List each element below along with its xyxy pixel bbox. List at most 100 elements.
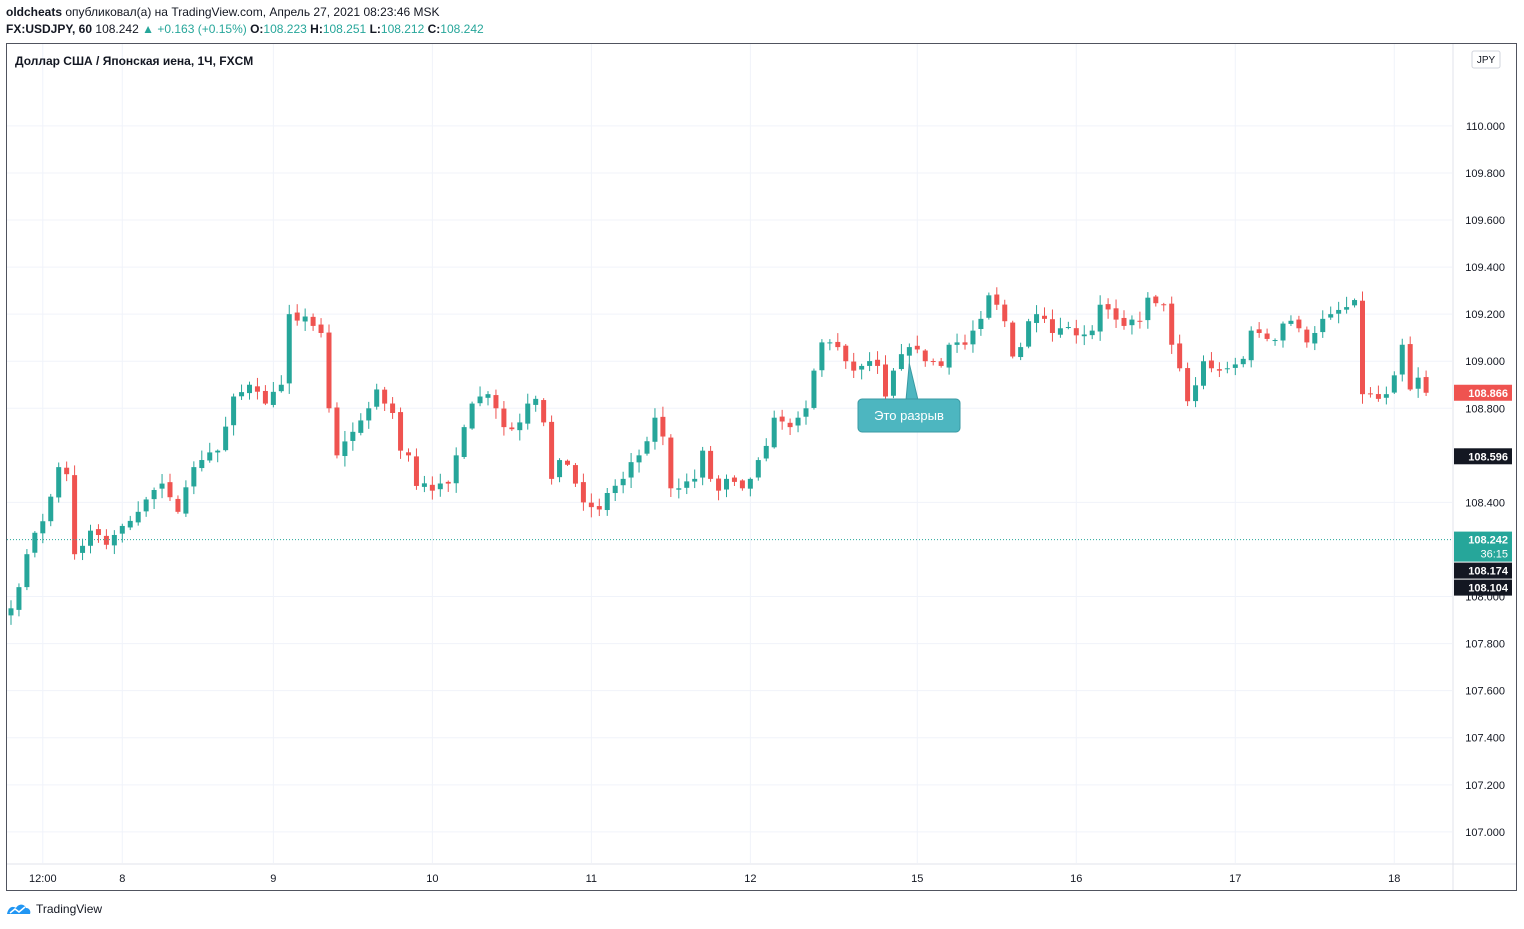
candle-body (326, 332, 332, 409)
candle-body (334, 407, 340, 456)
candle-body (286, 314, 292, 384)
candle-body (1232, 364, 1238, 368)
y-tick-label: 107.400 (1465, 733, 1505, 745)
candle-body (199, 460, 205, 469)
candle-body (1264, 333, 1270, 339)
candle-body (1367, 393, 1373, 395)
candle-body (501, 408, 507, 428)
candle-body (1383, 394, 1389, 398)
price-label-bg (1454, 531, 1512, 562)
candle-body (1399, 344, 1405, 375)
candle-body (1193, 385, 1199, 402)
candle-body (294, 312, 300, 321)
candle-body (1034, 314, 1040, 323)
footer-brand[interactable]: TradingView (36, 902, 103, 916)
price-label: 108.596 (1454, 448, 1512, 465)
price-label-bg (1454, 579, 1512, 596)
low-label: L: (369, 22, 381, 36)
candle-body (1320, 318, 1326, 333)
annotation-callout[interactable]: Это разрыв (857, 363, 961, 433)
candle-body (1256, 329, 1262, 333)
y-tick-label: 107.000 (1465, 827, 1505, 839)
candle-body (557, 460, 563, 478)
candles (8, 287, 1429, 625)
candle-body (1081, 334, 1087, 337)
candle-body (24, 554, 30, 588)
time-axis[interactable]: 12:00 8 9 10 11 12 15 16 17 18 (29, 873, 1400, 885)
price-axis[interactable]: 110.000 109.800 109.600 109.400 109.200 109.0… (1465, 121, 1505, 839)
candle-body (88, 530, 93, 546)
candle-body (922, 350, 928, 362)
chart-title: Доллар США / Японская иена, 1Ч, FXCM (15, 54, 253, 68)
candle-body (572, 465, 578, 484)
candle-body (946, 344, 952, 368)
candle-body (1201, 361, 1206, 386)
candle-body (509, 427, 515, 430)
candle-body (1224, 368, 1230, 370)
candle-body (413, 456, 419, 486)
price-label-text: 108.866 (1468, 388, 1508, 400)
currency-badge[interactable]: JPY (1471, 50, 1501, 69)
candle-body (533, 398, 539, 405)
candle-body (994, 294, 1000, 305)
candle-body (374, 389, 380, 407)
candle-body (1280, 323, 1286, 341)
candle-body (660, 416, 666, 437)
candle-body (1328, 314, 1334, 318)
publish-info: oldcheats опубликовал(а) на TradingView.… (6, 5, 440, 19)
candle-body (525, 403, 531, 424)
candle-body (1391, 375, 1397, 393)
candle-body (1375, 394, 1381, 399)
candle-body (771, 417, 777, 448)
candle-body (48, 496, 54, 522)
candle-body (612, 485, 618, 494)
candle-body (358, 420, 364, 433)
candle-body (1002, 304, 1008, 322)
price-label-bg (1454, 384, 1512, 401)
y-tick-label: 109.200 (1465, 309, 1505, 321)
published-text: опубликовал(а) на TradingView.com, Апрел… (65, 5, 440, 19)
callout-text: Это разрыв (874, 408, 944, 423)
candle-body (469, 403, 475, 429)
candle-body (588, 502, 594, 508)
y-tick-label: 107.600 (1465, 686, 1505, 698)
candle-body (1169, 303, 1175, 345)
symbol-label: FX:USDJPY, 60 (6, 22, 93, 36)
candle-body (684, 481, 690, 488)
candle-body (549, 421, 555, 479)
candle-body (970, 330, 976, 345)
candle-body (565, 460, 570, 465)
close-value: 108.242 (440, 22, 484, 36)
candle-body (914, 345, 920, 350)
author-name[interactable]: oldcheats (6, 5, 63, 19)
x-tick-label: 9 (270, 873, 276, 885)
candle-body (954, 342, 960, 345)
candle-body (851, 361, 857, 371)
ohlc-line: FX:USDJPY, 60 108.242 ▲ +0.163 (+0.15%) … (6, 22, 484, 36)
candle-body (270, 391, 276, 405)
candle-body (1288, 320, 1294, 324)
price-label: 108.242 36:15 (1454, 531, 1512, 562)
candle-body (95, 529, 101, 536)
candle-body (668, 437, 674, 489)
candle-body (811, 370, 817, 408)
candle-body (159, 483, 165, 489)
footer: TradingView (6, 902, 102, 916)
candle-body (541, 400, 547, 423)
candle-body (1153, 296, 1159, 304)
candle-body (636, 455, 642, 463)
callout-box (857, 398, 961, 433)
candle-body (986, 295, 992, 318)
candle-body (700, 450, 706, 478)
candle-body (724, 478, 729, 490)
candle-body (119, 525, 125, 534)
candle-body (1208, 360, 1214, 369)
x-tick-label: 15 (911, 873, 923, 885)
candle-body (302, 316, 308, 322)
candle-body (398, 412, 404, 451)
candle-body (1113, 308, 1119, 320)
low-value: 108.212 (380, 22, 425, 36)
price-label-text: 108.174 (1468, 566, 1509, 578)
candle-body (167, 482, 173, 498)
